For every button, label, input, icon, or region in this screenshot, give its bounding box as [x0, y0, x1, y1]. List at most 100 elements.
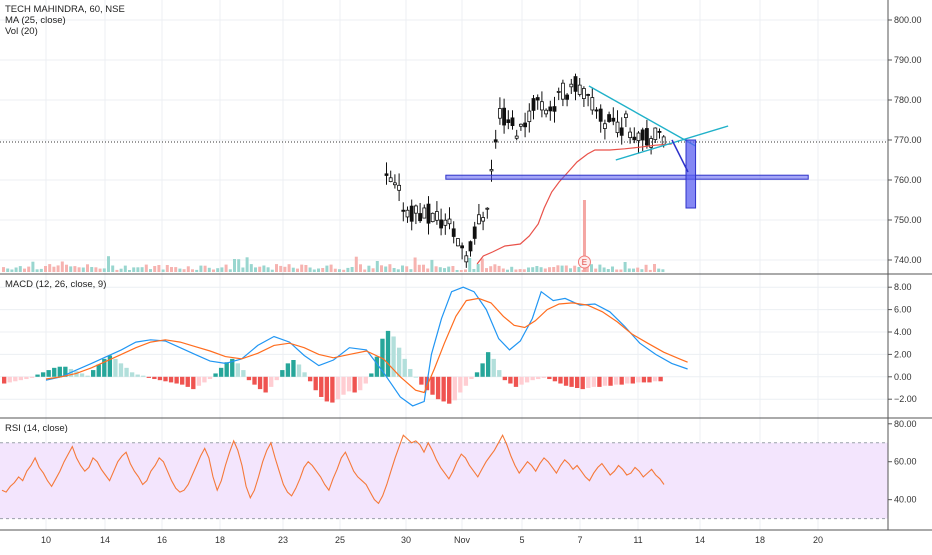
volume-bar	[275, 264, 278, 272]
earnings-volume-bar	[582, 200, 586, 272]
volume-indicator-label[interactable]: Vol (20)	[5, 26, 38, 37]
candle-body	[439, 219, 444, 229]
macd-histogram-bar	[552, 376, 558, 382]
macd-histogram-bar	[352, 376, 357, 393]
macd-histogram-bar	[313, 376, 318, 391]
candle-body	[636, 132, 641, 142]
volume-bar	[245, 257, 249, 272]
volume-bar	[560, 265, 564, 272]
time-tick-label: 25	[335, 535, 345, 545]
macd-histogram-bar	[285, 363, 291, 377]
rsi-pane[interactable]	[0, 433, 888, 520]
candle-body	[619, 127, 624, 136]
drawings[interactable]: E	[445, 85, 809, 269]
candle-body	[649, 138, 653, 148]
macd-histogram-bar	[241, 370, 246, 377]
macd-histogram-bar	[102, 358, 107, 377]
macd-histogram-bar	[524, 376, 530, 383]
volume-bar	[279, 265, 283, 272]
rsi-line	[1, 433, 665, 505]
candle-body	[535, 97, 540, 101]
macd-histogram-bar	[396, 347, 402, 377]
time-tick-label: 18	[755, 535, 765, 545]
ma-indicator-label[interactable]: MA (25, close)	[5, 15, 66, 26]
candle-body	[527, 110, 532, 123]
earnings-marker-label: E	[582, 258, 587, 267]
price-pane[interactable]	[0, 73, 888, 268]
volume-bar	[10, 269, 14, 272]
candle-body	[468, 241, 473, 252]
volume-bar	[317, 268, 320, 272]
macd-histogram-bar	[335, 376, 341, 400]
candle-body	[632, 136, 637, 141]
macd-histogram-bar	[385, 330, 391, 377]
volume-bar	[6, 268, 10, 272]
macd-histogram-bar	[363, 376, 368, 384]
price-tick-label: 760.00	[894, 175, 922, 185]
time-tick-label: 23	[278, 535, 288, 545]
volume-bar	[115, 269, 119, 272]
volume-bar	[535, 266, 539, 272]
macd-histogram-bar	[491, 358, 496, 377]
volume-bar	[548, 267, 551, 272]
macd-histogram-bar	[636, 376, 641, 383]
candle-body	[645, 128, 649, 146]
volume-bar	[149, 269, 152, 272]
candle-body	[603, 123, 607, 129]
chart-title[interactable]: TECH MAHINDRA, 60, NSE	[5, 4, 125, 15]
volume-bar	[233, 259, 236, 272]
volume-bar	[52, 266, 56, 272]
volume-bar	[438, 267, 442, 272]
candle-body	[540, 101, 544, 111]
volume-bar	[65, 264, 68, 272]
volume-bar	[254, 267, 257, 272]
volume-bar	[291, 267, 295, 272]
macd-pane[interactable]	[2, 286, 688, 407]
volume-bar	[56, 265, 60, 272]
volume-bar	[350, 267, 354, 272]
volume-bar	[577, 267, 581, 272]
macd-histogram-bar	[547, 376, 552, 380]
time-tick-label: 7	[577, 535, 582, 545]
macd-tick-label: 8.00	[894, 282, 912, 292]
candle-body	[426, 203, 431, 224]
macd-histogram-bar	[24, 376, 29, 380]
time-tick-label: Nov	[454, 535, 471, 545]
macd-title[interactable]: MACD (12, 26, close, 9)	[5, 279, 107, 290]
rsi-tick-label: 40.00	[894, 495, 917, 505]
macd-histogram-bar	[485, 352, 491, 377]
time-tick-label: 11	[633, 535, 642, 545]
macd-histogram-bar	[469, 376, 474, 380]
volume-bar	[241, 267, 245, 272]
macd-histogram-bar	[96, 364, 101, 377]
volume-bar	[354, 256, 358, 272]
candle-body	[582, 88, 586, 99]
volume-bar	[661, 269, 665, 272]
volume-bar	[451, 266, 455, 272]
macd-histogram-bar	[586, 376, 591, 388]
candle-body	[510, 117, 515, 126]
candle-body	[447, 218, 452, 225]
macd-histogram-bar	[408, 368, 413, 377]
candle-body	[430, 212, 435, 223]
macd-histogram-bar	[235, 363, 240, 377]
volume-bar	[14, 267, 18, 272]
candle-body	[476, 214, 481, 225]
macd-histogram-bar	[63, 366, 68, 377]
macd-histogram-bar	[630, 376, 635, 384]
candle-body	[413, 205, 418, 214]
price-tick-label: 750.00	[894, 215, 922, 225]
volume-bar	[321, 268, 325, 272]
rsi-title[interactable]: RSI (14, close)	[5, 423, 68, 434]
volume-bar	[585, 265, 589, 272]
volume-bar	[522, 269, 526, 272]
volume-bar	[69, 266, 73, 272]
volume-bar	[207, 267, 211, 272]
volume-bar	[556, 265, 560, 272]
candle-body	[464, 255, 469, 263]
macd-histogram-bar	[124, 367, 129, 377]
macd-histogram-bar	[430, 376, 435, 395]
